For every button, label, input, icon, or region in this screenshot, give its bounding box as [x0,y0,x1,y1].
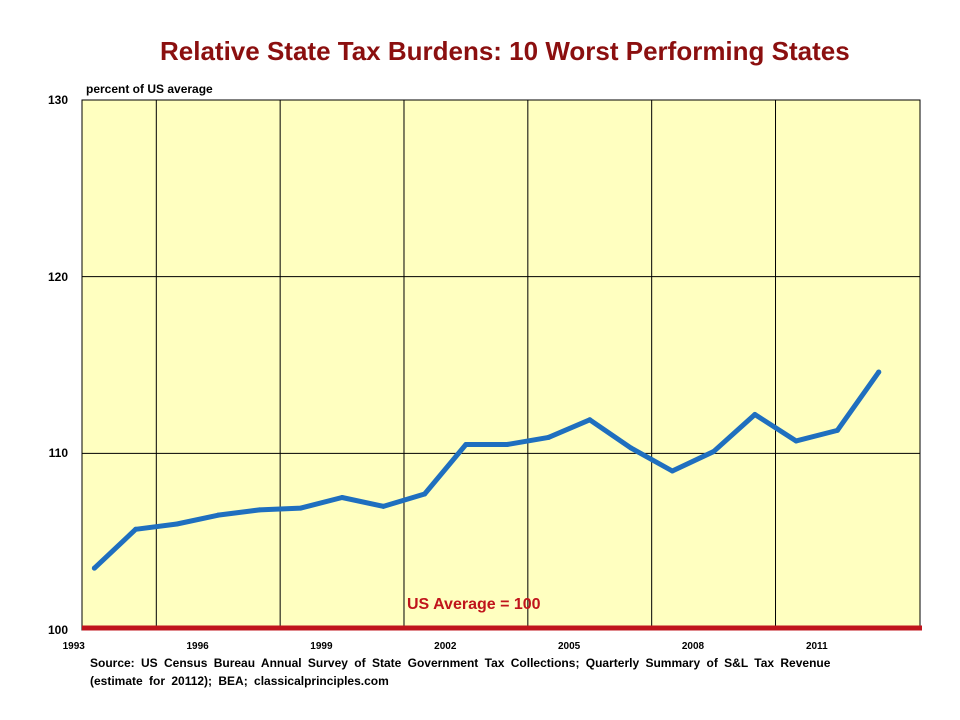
data-point [587,417,593,423]
x-tick-label: 1993 [62,641,85,652]
y-tick-label: 100 [47,623,68,637]
data-point [339,495,345,500]
series-group [91,369,882,571]
y-tick-label: 130 [47,93,68,107]
x-tick-label: 2011 [805,641,828,652]
grid-lines [82,100,920,630]
x-tick-label: 2008 [681,641,705,652]
data-point [834,427,840,433]
data-point [628,445,634,451]
data-point [257,507,263,513]
x-tick-label: 1996 [186,641,209,652]
x-tick-label: 2005 [557,641,581,652]
x-tick-label: 2002 [434,641,457,652]
data-point [545,434,551,440]
y-axis-label: percent of US average [86,82,213,96]
data-point [215,512,221,518]
data-point [876,369,882,375]
series-line [91,369,882,571]
y-tick-label: 110 [48,446,68,461]
data-point [422,491,428,497]
data-point [463,442,469,447]
data-point [711,449,717,455]
data-point [793,438,799,444]
x-tick-label: 1999 [310,641,333,652]
data-point [91,565,97,571]
data-point [504,442,510,447]
y-tick-label: 120 [47,269,68,284]
chart-title: Relative State Tax Burdens: 10 Worst Per… [160,36,850,66]
data-point [380,503,386,509]
us-average-label: US Average = 100 [407,596,541,613]
data-point [298,505,304,511]
data-point [669,468,675,474]
data-point [133,526,139,532]
data-point [752,411,758,417]
source-note: Source: US Census Bureau Annual Survey o… [90,656,831,688]
plot-area [81,99,921,631]
data-point [174,521,180,527]
